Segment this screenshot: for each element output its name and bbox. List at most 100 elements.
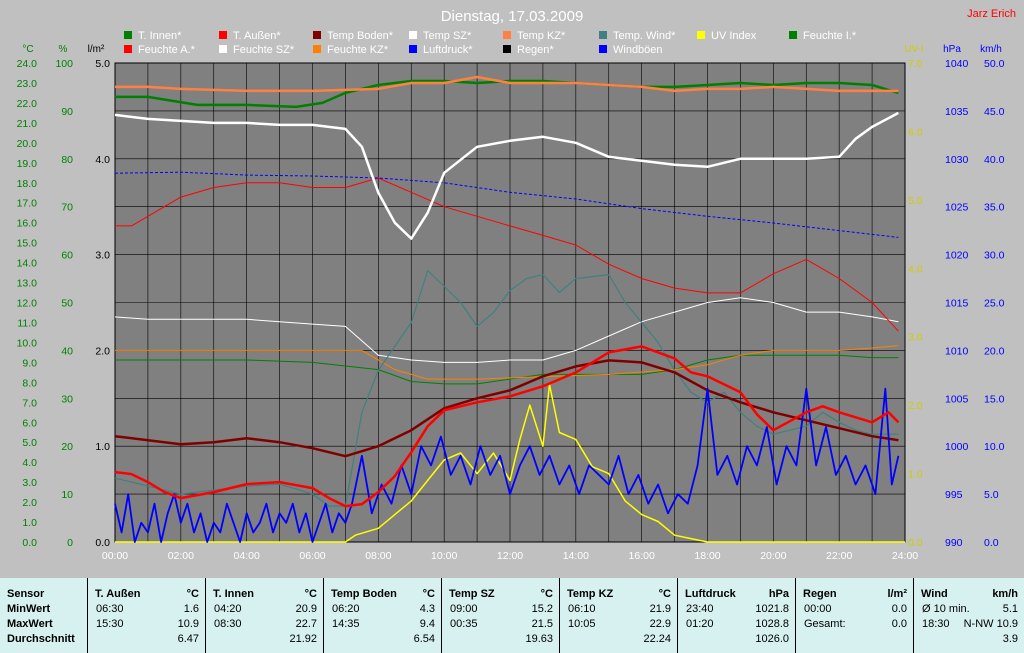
- stats-value: 9.4: [419, 618, 435, 630]
- tick-label-temp: 9.0: [22, 357, 37, 369]
- series-line-temp-sz: [114, 111, 899, 240]
- tick-label-pressure: 1020: [945, 250, 969, 262]
- tick-label-temp: 15.0: [17, 238, 38, 250]
- series-line-feuchte-a: [115, 177, 899, 332]
- axis-unit-uv: UV-I: [904, 44, 923, 55]
- series-line-luftdruck: [114, 171, 899, 238]
- tick-label-wind: 45.0: [984, 106, 1005, 118]
- legend-label: Temp SZ*: [423, 30, 472, 42]
- tick-label-humidity: 80: [61, 154, 73, 166]
- tick-label-temp: 7.0: [22, 397, 37, 409]
- tick-label-temp: 1.0: [22, 517, 37, 529]
- legend-label: Feuchte I.*: [803, 30, 857, 42]
- stats-column-unit: °C: [422, 588, 435, 600]
- stats-column-name: Wind: [921, 588, 948, 600]
- tick-label-time: 00:00: [102, 550, 128, 562]
- stats-value: N-NW 10.9: [963, 618, 1018, 630]
- tick-label-rain: 1.0: [95, 441, 110, 453]
- tick-label-humidity: 60: [61, 250, 73, 262]
- tick-label-uv: 0.0: [908, 537, 923, 549]
- tick-label-wind: 10.0: [984, 441, 1005, 453]
- tick-label-uv: 2.0: [908, 400, 923, 412]
- stats-table: Sensor MinWert MaxWert Durchschnitt T. A…: [0, 578, 1024, 653]
- legend-label: Temp KZ*: [517, 30, 566, 42]
- tick-label-wind: 0.0: [984, 537, 999, 549]
- series-line-temp-kz: [115, 75, 899, 93]
- tick-label-time: 04:00: [234, 550, 260, 562]
- tick-label-humidity: 0: [67, 537, 73, 549]
- legend-swatch: [409, 45, 417, 53]
- legend-swatch: [599, 31, 607, 39]
- legend-label: Feuchte SZ*: [233, 44, 295, 56]
- series-line-feuchte-kz: [115, 345, 899, 380]
- stats-column-regen: Regen l/m² 00:00 0.0 Gesamt: 0.0: [796, 578, 914, 653]
- series-line-uv-index: [115, 383, 905, 543]
- stats-value: 1.6: [183, 603, 199, 615]
- stats-value: 21.92: [289, 633, 317, 645]
- tick-label-pressure: 1035: [945, 106, 969, 118]
- stats-column-t-innen: T. Innen °C 04:20 20.9 08:30 22.7 21.92: [206, 578, 324, 653]
- legend-swatch: [219, 45, 227, 53]
- stats-value: 0.0: [891, 618, 907, 630]
- stats-label-column: Sensor MinWert MaxWert Durchschnitt: [0, 578, 88, 653]
- stats-value: 22.7: [295, 618, 317, 630]
- legend-swatch: [124, 45, 132, 53]
- tick-label-temp: 10.0: [17, 337, 38, 349]
- row-label-min: MinWert: [7, 603, 51, 615]
- tick-label-temp: 16.0: [17, 218, 38, 230]
- tick-label-humidity: 10: [61, 489, 73, 501]
- stats-time: 00:35: [450, 618, 478, 630]
- stats-column-name: Temp SZ: [449, 588, 495, 600]
- stats-time: 06:10: [568, 603, 596, 615]
- legend-swatch: [313, 45, 321, 53]
- tick-label-rain: 0.0: [95, 537, 110, 549]
- stats-value: 4.3: [419, 603, 435, 615]
- stats-column-name: Luftdruck: [685, 588, 736, 600]
- stats-value: 3.9: [1002, 633, 1018, 645]
- tick-label-wind: 5.0: [984, 489, 999, 501]
- tick-label-rain: 5.0: [95, 58, 110, 70]
- series-line-windböen: [114, 387, 900, 543]
- tick-label-temp: 5.0: [22, 437, 37, 449]
- tick-label-temp: 14.0: [17, 258, 38, 270]
- legend-swatch: [599, 45, 607, 53]
- stats-time: 10:05: [568, 618, 596, 630]
- row-label-avg: Durchschnitt: [7, 633, 75, 645]
- series-line-temp-wind: [114, 270, 899, 507]
- tick-label-uv: 1.0: [908, 469, 923, 481]
- legend-label: Feuchte A.*: [138, 44, 196, 56]
- weather-chart: Dienstag, 17.03.2009 Jarz Erich T. Innen…: [17, 8, 1016, 562]
- stats-time: 06:20: [332, 603, 360, 615]
- tick-label-pressure: 1005: [945, 393, 969, 405]
- tick-label-temp: 23.0: [17, 78, 38, 90]
- axis-unit-rain: l/m²: [88, 44, 105, 55]
- tick-label-uv: 4.0: [908, 263, 923, 275]
- axis-unit-humidity: %: [59, 44, 68, 55]
- tick-label-pressure: 1000: [945, 441, 969, 453]
- tick-label-time: 10:00: [431, 550, 457, 562]
- author-label: Jarz Erich: [967, 8, 1016, 20]
- stats-time: 23:40: [686, 603, 714, 615]
- stats-value: 22.24: [643, 633, 671, 645]
- tick-label-time: 06:00: [299, 550, 325, 562]
- stats-column-unit: °C: [658, 588, 671, 600]
- stats-column-unit: hPa: [768, 588, 789, 600]
- tick-label-temp: 18.0: [17, 178, 38, 190]
- tick-label-pressure: 1040: [945, 58, 969, 70]
- legend: T. Innen* T. Außen* Temp Boden* Temp SZ* Tem…: [124, 30, 857, 56]
- legend-swatch: [409, 31, 417, 39]
- stats-value: 6.54: [413, 633, 435, 645]
- tick-label-pressure: 1015: [945, 298, 969, 310]
- tick-label-humidity: 20: [61, 441, 73, 453]
- tick-label-temp: 24.0: [17, 58, 38, 70]
- series-line-temp-boden: [114, 359, 899, 458]
- tick-label-uv: 7.0: [908, 58, 923, 70]
- stats-value: 5.1: [1002, 603, 1018, 615]
- tick-label-temp: 17.0: [17, 198, 38, 210]
- tick-label-time: 14:00: [563, 550, 589, 562]
- legend-swatch: [503, 45, 511, 53]
- legend-label: Temp Boden*: [327, 30, 394, 42]
- tick-label-wind: 20.0: [984, 345, 1005, 357]
- tick-label-wind: 25.0: [984, 298, 1005, 310]
- tick-label-pressure: 990: [945, 537, 963, 549]
